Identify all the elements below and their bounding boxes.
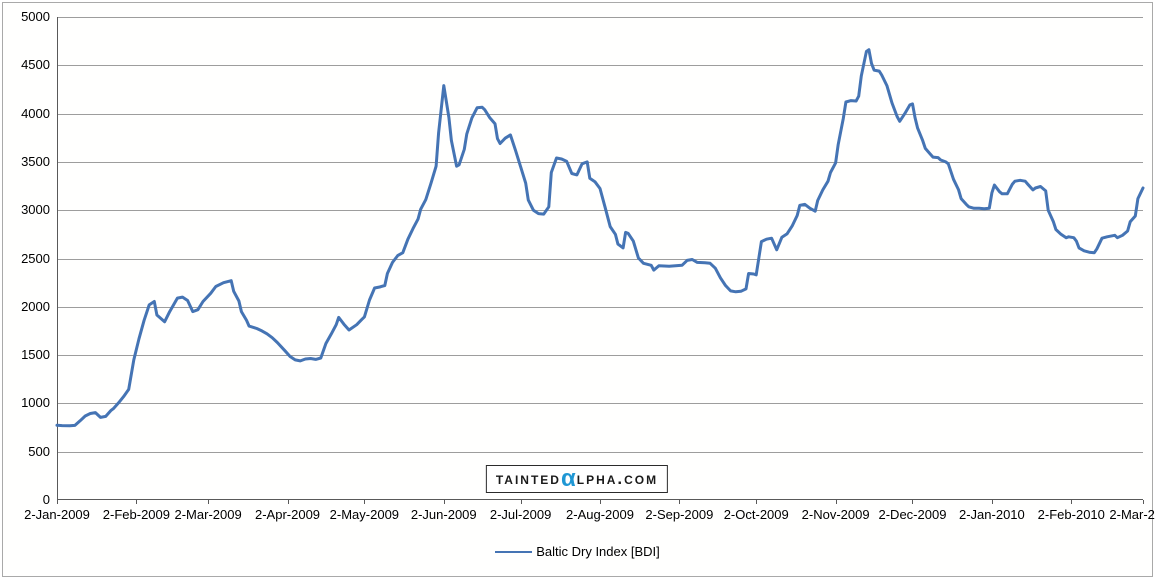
y-axis-label: 2500: [21, 250, 50, 266]
y-axis-label: 3000: [21, 202, 50, 218]
y-axis-label: 1500: [21, 347, 50, 363]
y-axis-label: 1000: [21, 395, 50, 411]
y-axis-label: 3500: [21, 153, 50, 169]
x-axis-label: 2-Mar-2010: [1109, 507, 1155, 522]
y-axis-label: 4000: [21, 105, 50, 121]
watermark: Taintedαlpha.com: [485, 465, 669, 493]
y-axis-label: 500: [28, 443, 50, 459]
watermark-alpha-glyph: α: [560, 465, 577, 492]
x-axis-label: 2-Oct-2009: [723, 507, 789, 522]
x-axis-label: 2-Mar-2009: [174, 507, 242, 522]
legend-line-swatch: [495, 550, 533, 553]
x-axis-label: 2-Jul-2009: [489, 507, 552, 522]
watermark-text-right: lpha.com: [576, 469, 659, 488]
y-axis-label: 0: [42, 492, 50, 507]
bdi-series-line: [55, 48, 1145, 428]
y-axis-label: 5000: [21, 9, 50, 24]
x-axis-label: 2-Apr-2009: [254, 507, 321, 522]
x-axis-label: 2-Dec-2009: [878, 507, 947, 522]
x-axis-label: 2-Jun-2009: [410, 507, 477, 522]
x-axis-label: 2-Jan-2009: [24, 507, 90, 522]
plot-area: [55, 17, 1145, 504]
y-axis-label: 2000: [21, 298, 50, 314]
legend: Baltic Dry Index [BDI]: [0, 544, 1155, 559]
watermark-text-left: Tainted: [495, 469, 561, 488]
legend-label: Baltic Dry Index [BDI]: [536, 544, 660, 559]
x-axis-label: 2-Feb-2009: [102, 507, 170, 522]
x-axis-label: 2-Feb-2010: [1037, 507, 1105, 522]
y-axis-label: 4500: [21, 57, 50, 73]
x-axis-label: 2-Sep-2009: [645, 507, 714, 522]
x-axis-label: 2-May-2009: [329, 507, 400, 522]
x-axis-label: 2-Aug-2009: [566, 507, 634, 522]
x-axis-label: 2-Nov-2009: [801, 507, 870, 522]
x-axis-label: 2-Jan-2010: [958, 507, 1025, 522]
